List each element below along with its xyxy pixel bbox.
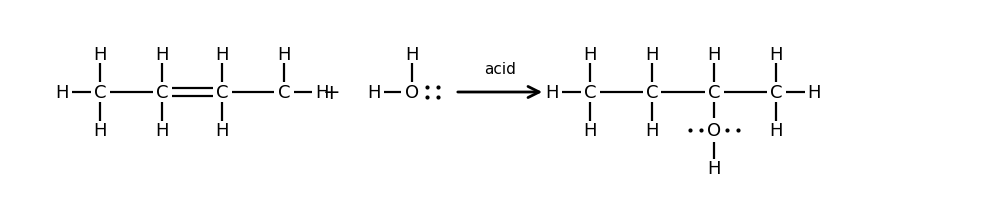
Text: H: H xyxy=(583,121,597,139)
Text: C: C xyxy=(770,84,782,101)
Text: C: C xyxy=(278,84,290,101)
Text: H: H xyxy=(807,84,821,101)
Text: C: C xyxy=(708,84,720,101)
Text: H: H xyxy=(707,46,721,64)
Text: O: O xyxy=(405,84,419,101)
Text: H: H xyxy=(645,46,659,64)
Text: C: C xyxy=(94,84,106,101)
Text: acid: acid xyxy=(484,62,516,77)
Text: H: H xyxy=(769,121,783,139)
Text: H: H xyxy=(545,84,559,101)
Text: C: C xyxy=(646,84,658,101)
Text: H: H xyxy=(277,46,291,64)
Text: O: O xyxy=(707,121,721,139)
Text: H: H xyxy=(215,46,229,64)
Text: H: H xyxy=(155,121,169,139)
Text: H: H xyxy=(215,121,229,139)
Text: H: H xyxy=(769,46,783,64)
Text: H: H xyxy=(405,46,419,64)
Text: H: H xyxy=(367,84,381,101)
Text: H: H xyxy=(583,46,597,64)
Text: H: H xyxy=(707,159,721,177)
Text: H: H xyxy=(315,84,329,101)
Text: H: H xyxy=(55,84,69,101)
Text: H: H xyxy=(93,121,107,139)
Text: +: + xyxy=(323,83,341,102)
Text: C: C xyxy=(216,84,228,101)
Text: H: H xyxy=(645,121,659,139)
Text: H: H xyxy=(93,46,107,64)
Text: C: C xyxy=(584,84,596,101)
Text: C: C xyxy=(156,84,168,101)
Text: H: H xyxy=(155,46,169,64)
